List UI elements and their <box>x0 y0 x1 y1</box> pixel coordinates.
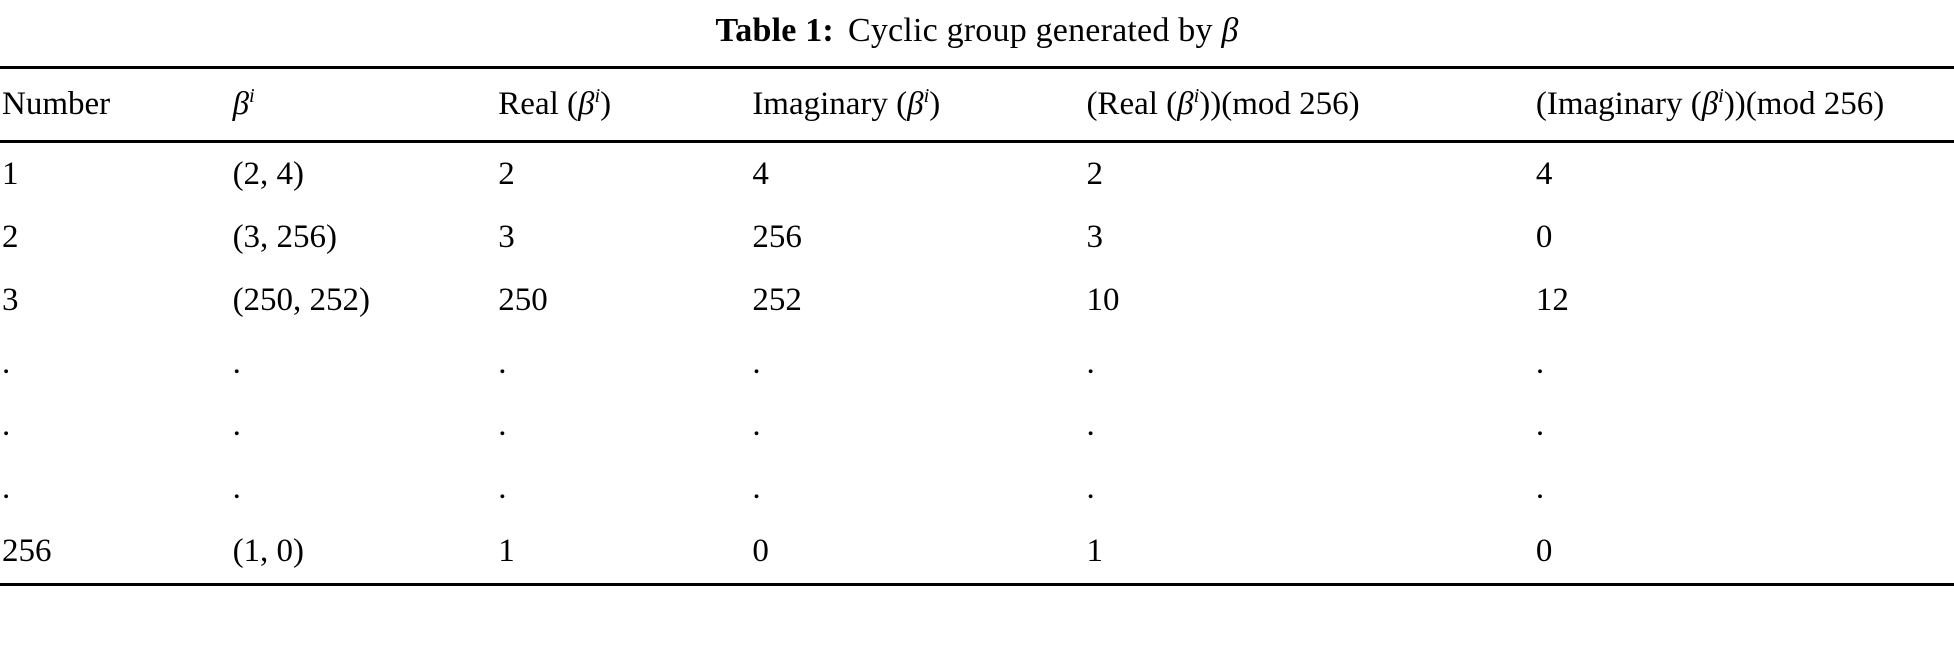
table-cell: 3 <box>1086 218 1103 255</box>
table-cell: . <box>1535 407 1545 444</box>
header-text: ) <box>600 86 612 122</box>
table-cell: . <box>1086 344 1095 381</box>
table-cell: (2, 4) <box>232 155 305 192</box>
table-cell: 4 <box>752 155 769 192</box>
header-text: Number <box>2 86 111 122</box>
superscript-i: i <box>923 85 930 107</box>
table-row: 3 (250, 252) 250 252 10 12 <box>0 269 1954 332</box>
beta-symbol: β <box>232 86 249 122</box>
superscript-i: i <box>249 85 255 107</box>
table-row: 1 (2, 4) 2 4 2 4 <box>0 141 1954 205</box>
table-cell: . <box>2 407 11 444</box>
table-caption: Table 1: Cyclic group generated by β <box>0 0 1954 66</box>
column-header-beta-power: βi <box>231 68 497 142</box>
table-cell: . <box>1086 470 1095 507</box>
table-cell: . <box>498 344 507 381</box>
table-row-ellipsis: . . . . . . <box>0 332 1954 395</box>
table-cell: . <box>752 344 761 381</box>
header-text: ) <box>929 86 941 122</box>
header-text: Imaginary ( <box>752 86 908 122</box>
table-cell: 1 <box>1086 533 1103 570</box>
header-text: (Imaginary ( <box>1535 86 1702 122</box>
table-cell: . <box>1535 344 1545 381</box>
superscript-i: i <box>1193 85 1200 107</box>
table-cell: (250, 252) <box>232 281 371 318</box>
table-cell: 3 <box>2 281 19 318</box>
table-cell: 0 <box>1535 533 1553 570</box>
header-text: Real ( <box>498 86 579 122</box>
table-cell: 2 <box>1086 155 1103 192</box>
column-header-imaginary: Imaginary (βi) <box>750 68 1084 142</box>
table-cell: . <box>752 407 761 444</box>
header-text: ))(mod 256) <box>1199 86 1360 122</box>
table-row: 256 (1, 0) 1 0 1 0 <box>0 520 1954 584</box>
table-cell: . <box>752 470 761 507</box>
table-cell: . <box>1535 470 1545 507</box>
superscript-i: i <box>594 85 601 107</box>
beta-symbol: β <box>1701 86 1719 122</box>
column-header-real: Real (βi) <box>496 68 750 142</box>
column-header-number: Number <box>0 68 231 142</box>
table-cell: 1 <box>2 155 19 192</box>
table-cell: 3 <box>498 218 515 255</box>
table-cell: . <box>232 470 241 507</box>
header-text: (Real ( <box>1086 86 1178 122</box>
table-cell: . <box>2 344 11 381</box>
superscript-i: i <box>1718 85 1724 107</box>
column-header-imaginary-mod-256: (Imaginary (βi))(mod 256) <box>1534 68 1954 142</box>
table-cell: 10 <box>1086 281 1120 318</box>
table-cell: 0 <box>752 533 769 570</box>
table-cell: (3, 256) <box>232 218 338 255</box>
table-cell: 2 <box>498 155 515 192</box>
table-cell: 0 <box>1535 218 1553 255</box>
table-row-ellipsis: . . . . . . <box>0 457 1954 520</box>
header-row: Number βi Real (βi) Imaginary (βi) (Real… <box>0 68 1954 142</box>
table-caption-number: Table 1: <box>715 12 834 49</box>
table-cell: . <box>498 407 507 444</box>
table-cell: . <box>232 344 241 381</box>
table-cell: . <box>1086 407 1095 444</box>
table-caption-text: Cyclic group generated by <box>847 12 1213 49</box>
table-cell: 256 <box>752 218 802 255</box>
beta-symbol: β <box>1177 86 1194 122</box>
table-row: 2 (3, 256) 3 256 3 0 <box>0 206 1954 269</box>
table-cell: 4 <box>1535 155 1553 192</box>
table-caption-beta-symbol: β <box>1221 12 1239 49</box>
table-cell: 252 <box>752 281 802 318</box>
table-cell: 2 <box>2 218 19 255</box>
beta-symbol: β <box>907 86 924 122</box>
table-cell: . <box>2 470 11 507</box>
table-cell: 12 <box>1535 281 1569 318</box>
header-text: ))(mod 256) <box>1723 86 1885 122</box>
table-cell: 1 <box>498 533 515 570</box>
table-cell: . <box>498 470 507 507</box>
column-header-real-mod-256: (Real (βi))(mod 256) <box>1084 68 1533 142</box>
table-cell: (1, 0) <box>232 533 305 570</box>
table-cell: 250 <box>498 281 548 318</box>
table-cell: 256 <box>2 533 52 570</box>
table-cell: . <box>232 407 241 444</box>
cyclic-group-table: Number βi Real (βi) Imaginary (βi) (Real… <box>0 66 1954 587</box>
table-body: 1 (2, 4) 2 4 2 4 2 (3, 256) 3 256 3 0 3 … <box>0 141 1954 584</box>
table-row-ellipsis: . . . . . . <box>0 394 1954 457</box>
table-header: Number βi Real (βi) Imaginary (βi) (Real… <box>0 68 1954 142</box>
beta-symbol: β <box>578 86 595 122</box>
